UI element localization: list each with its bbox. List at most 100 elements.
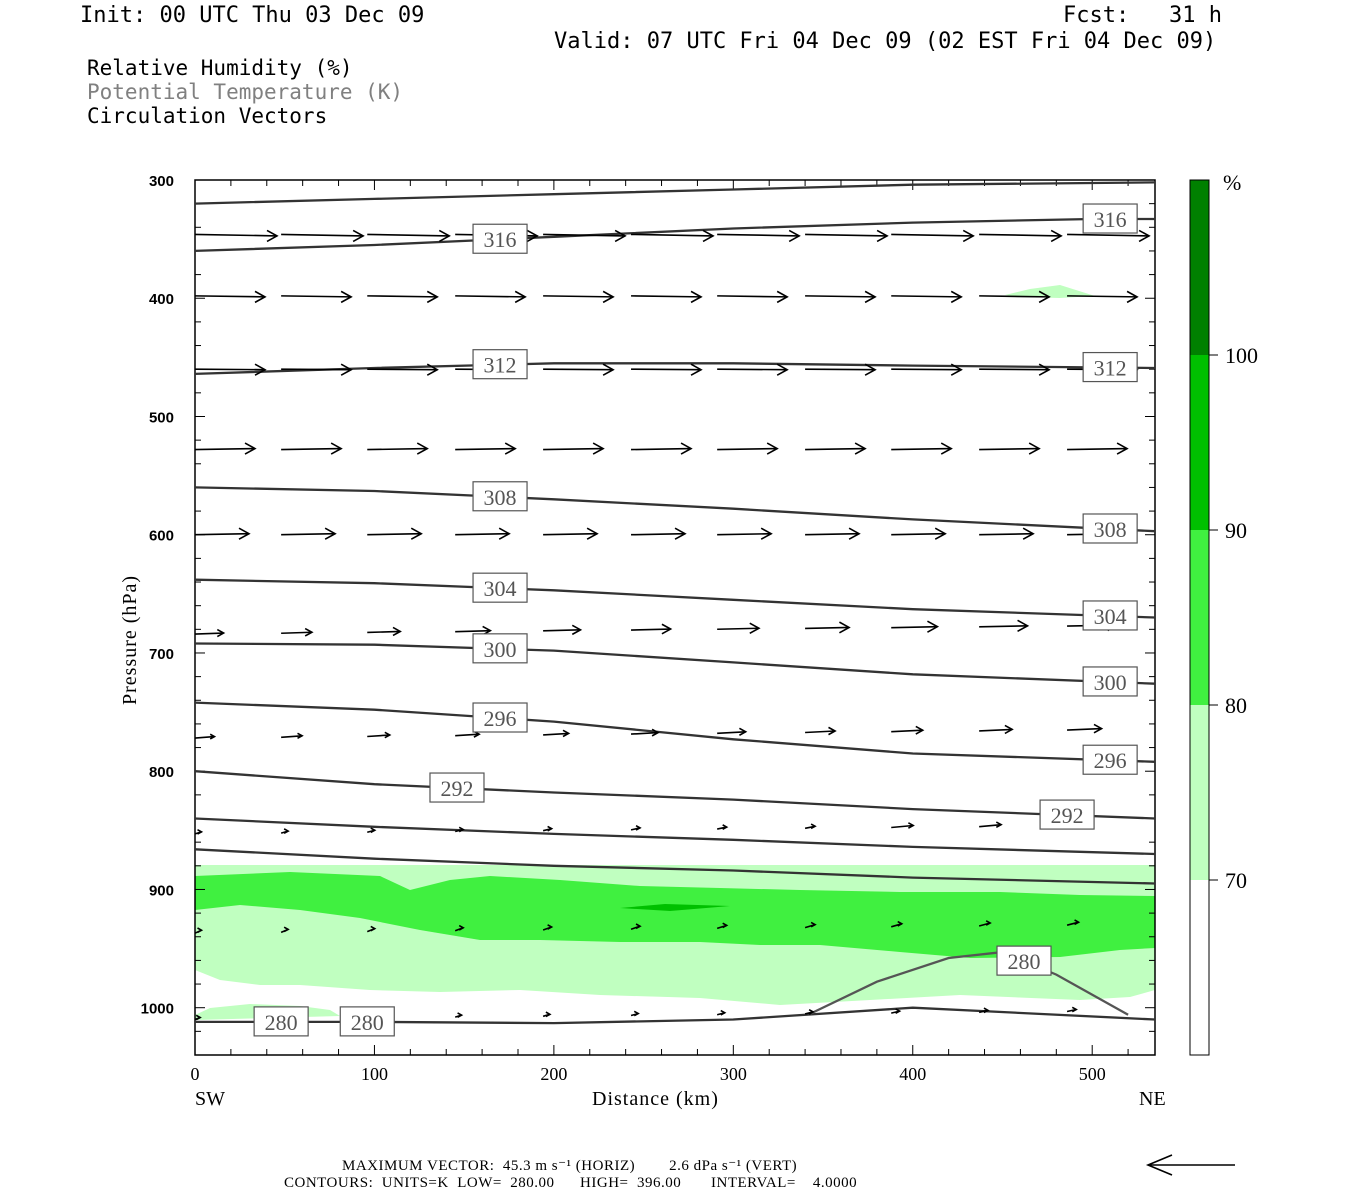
vector-shaft <box>1067 233 1150 237</box>
vector-arrow <box>367 229 451 243</box>
vector-arrow <box>1067 442 1129 455</box>
colorbar: % 70 80 90 100 <box>1189 170 1258 1056</box>
vector-arrow <box>194 828 204 835</box>
vector-head <box>266 229 279 243</box>
vector-arrow <box>805 290 877 304</box>
vector-head <box>828 726 837 736</box>
vector-head <box>1017 619 1030 633</box>
vector-head <box>244 442 257 455</box>
contour-label: 296 <box>1082 744 1138 775</box>
vector-arrow <box>630 923 642 930</box>
theta-contour-line <box>195 181 1155 205</box>
vector-head <box>392 626 402 637</box>
contour-label: 316 <box>1082 203 1138 234</box>
vector-head <box>674 527 687 540</box>
vector-arrow <box>717 824 729 830</box>
vector-shaft <box>631 532 686 536</box>
contour-label-text: 300 <box>484 637 517 662</box>
vector-arrow <box>717 290 789 304</box>
vector-shaft <box>367 447 428 451</box>
vector-head <box>547 924 554 930</box>
vector-head <box>571 624 583 636</box>
contour-label-box <box>1082 513 1138 544</box>
vector-head <box>962 229 975 243</box>
vector-shaft <box>455 295 526 298</box>
vector-head <box>876 229 889 243</box>
vector-shaft <box>631 233 714 237</box>
vector-arrow <box>543 527 599 540</box>
vector-head <box>458 924 465 931</box>
vector-shaft <box>891 368 962 371</box>
vector-arrow <box>630 1010 640 1017</box>
y-tick-label: 1000 <box>141 1001 174 1018</box>
vector-shaft <box>979 532 1034 536</box>
rh-90-sliver <box>620 904 730 911</box>
init-time: Init: 00 UTC Thu 03 Dec 09 <box>80 3 425 28</box>
colorbar-seg-0 <box>1190 880 1209 1055</box>
vector-head <box>426 363 439 376</box>
contour-label: 300 <box>472 633 528 664</box>
vector-head <box>1126 290 1139 304</box>
vector-head <box>864 363 877 376</box>
contour-label-text: 304 <box>484 576 517 601</box>
vector-arrow <box>631 527 687 540</box>
vector-head <box>324 527 337 540</box>
vector-arrow <box>979 442 1041 455</box>
vector-arrow <box>543 290 615 304</box>
x-axis-title: Distance (km) <box>592 1088 719 1110</box>
vector-shaft <box>367 368 438 371</box>
vector-shaft <box>281 368 352 371</box>
vector-head <box>720 1009 727 1016</box>
contour-label-text: 280 <box>351 1010 384 1035</box>
vector-head <box>950 363 963 376</box>
contour-label-box <box>1082 600 1138 631</box>
vector-arrow <box>717 229 801 243</box>
vector-head <box>547 825 554 832</box>
vector-head <box>854 442 867 455</box>
contour-label: 300 <box>1082 666 1138 697</box>
vector-head <box>340 363 353 376</box>
vector-arrow <box>717 442 779 455</box>
vector-shaft <box>717 295 788 298</box>
vector-arrow <box>630 728 660 737</box>
vector-arrow <box>281 363 353 376</box>
vector-arrow <box>367 527 423 540</box>
vector-shaft <box>543 629 581 632</box>
vector-head <box>985 920 992 926</box>
y-tick-label: 700 <box>149 646 174 663</box>
vector-head <box>297 732 304 740</box>
vector-arrow <box>194 733 217 740</box>
vector-shaft <box>805 532 860 536</box>
colorbar-label-70: 70 <box>1225 868 1247 893</box>
contour-label-box <box>1082 744 1138 775</box>
vector-arrow <box>1066 919 1081 926</box>
vector-arrow <box>455 527 511 540</box>
vector-head <box>680 442 693 455</box>
x-tick-label: 400 <box>899 1064 926 1084</box>
contour-label-box <box>1082 203 1138 234</box>
vector-arrow <box>979 724 1014 735</box>
contour-label-box <box>472 702 528 733</box>
vector-head <box>940 442 953 455</box>
vector-arrow <box>281 290 353 304</box>
vector-arrow <box>891 1008 902 1015</box>
vector-head <box>1038 363 1051 376</box>
vector-arrow <box>542 1011 552 1018</box>
vector-arrow <box>891 290 963 304</box>
vector-shaft <box>805 295 876 298</box>
vector-shaft <box>805 447 866 451</box>
contour-label: 280 <box>253 1006 309 1037</box>
vector-arrow <box>979 527 1035 540</box>
contour-label-text: 316 <box>484 227 517 252</box>
vector-head <box>776 290 789 304</box>
vector-head <box>897 920 904 927</box>
vector-shaft <box>891 532 946 536</box>
vector-shaft <box>367 630 401 634</box>
vector-arrow <box>543 442 605 455</box>
vector-head <box>839 621 851 634</box>
vector-head <box>340 290 353 304</box>
contour-label-text: 312 <box>484 353 517 378</box>
vector-shaft <box>979 233 1062 237</box>
vector-arrow <box>979 229 1063 243</box>
